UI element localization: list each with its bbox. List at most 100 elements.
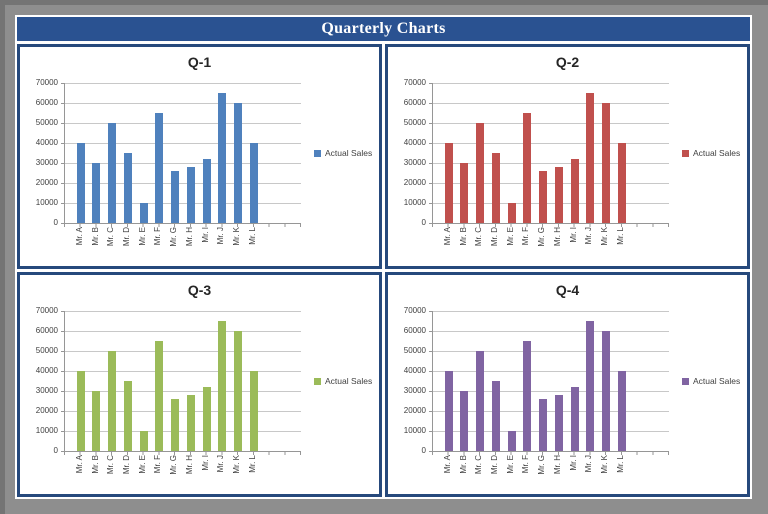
y-axis-label: 50000	[403, 346, 426, 355]
bar	[460, 391, 469, 451]
x-axis-label: Mr. L	[615, 227, 625, 245]
bar	[76, 143, 85, 223]
chart-title: Q-4	[555, 282, 580, 298]
plot-area	[432, 311, 669, 452]
y-axis-label: 20000	[35, 178, 58, 187]
x-axis-label: Mr. C	[474, 227, 484, 247]
x-axis-label: Mr. F	[153, 227, 163, 246]
bar	[523, 341, 532, 451]
y-axis-label: 50000	[35, 346, 58, 355]
x-axis-label: Mr. B	[458, 227, 468, 246]
x-axis-label: Mr. F	[521, 227, 531, 246]
plot-area	[64, 83, 301, 224]
bar	[155, 113, 164, 223]
bar	[186, 395, 195, 451]
plot-area	[64, 311, 301, 452]
chart-panel-q3[interactable]: Q-3 0 10000 20000 30000 40000 50000 60000 70000 M…	[17, 272, 382, 497]
bar	[617, 143, 626, 223]
y-axis-label: 60000	[35, 326, 58, 335]
bar	[491, 381, 500, 451]
y-axis-label: 10000	[403, 426, 426, 435]
bar	[507, 431, 516, 451]
x-axis-label: Mr. G	[537, 227, 547, 247]
x-axis-label: Mr. I	[568, 455, 578, 471]
y-axis-label: 0	[53, 218, 58, 227]
chart-panel-q2[interactable]: Q-2 0 10000 20000 30000 40000 50000 60000 70000 M…	[385, 44, 750, 269]
y-axis-label: 60000	[35, 98, 58, 107]
x-axis-ticks	[432, 452, 669, 455]
legend: Actual Sales	[682, 148, 740, 158]
x-axis-label: Mr. A	[442, 227, 452, 246]
bar	[476, 123, 485, 223]
y-axis-label: 60000	[403, 98, 426, 107]
y-axis-label: 30000	[35, 386, 58, 395]
bar	[539, 399, 548, 451]
x-axis-label: Mr. J	[216, 227, 226, 245]
y-axis-label: 50000	[35, 118, 58, 127]
bar	[554, 167, 563, 223]
x-axis-label: Mr. H	[552, 227, 562, 247]
x-axis-label: Mr. E	[137, 455, 147, 474]
legend: Actual Sales	[314, 148, 372, 158]
x-axis-label: Mr. H	[184, 227, 194, 247]
y-axis-ticks	[61, 311, 64, 452]
bar	[617, 371, 626, 451]
x-axis-label: Mr. G	[537, 455, 547, 475]
dashboard-title-bar: Quarterly Charts	[17, 17, 750, 41]
bar	[602, 331, 611, 451]
y-axis-label: 40000	[403, 366, 426, 375]
y-axis-label: 40000	[35, 138, 58, 147]
x-axis-label: Mr. B	[90, 455, 100, 474]
y-axis-label: 20000	[403, 178, 426, 187]
bar	[234, 103, 243, 223]
legend-swatch-icon	[682, 377, 689, 385]
y-axis-label: 0	[421, 218, 426, 227]
dashboard-frame: Quarterly Charts Q-1 0 10000 20000 30000 4000…	[15, 15, 752, 499]
bar	[123, 381, 132, 451]
bar	[202, 159, 211, 223]
x-axis-label: Mr. I	[200, 455, 210, 471]
y-axis-label: 20000	[35, 406, 58, 415]
x-axis-label: Mr. I	[200, 227, 210, 243]
x-axis-label: Mr. F	[153, 455, 163, 474]
y-axis-label: 60000	[403, 326, 426, 335]
y-axis-label: 30000	[35, 158, 58, 167]
bar	[602, 103, 611, 223]
y-axis-label: 10000	[35, 198, 58, 207]
x-axis-label: Mr. E	[505, 227, 515, 246]
bar	[108, 123, 117, 223]
legend-label: Actual Sales	[325, 376, 373, 386]
x-axis-label: Mr. E	[137, 227, 147, 246]
x-axis-label: Mr. L	[247, 227, 257, 245]
chart-panel-q1[interactable]: Q-1 0 10000 20000 30000 40000 50000 60000 70000 M…	[17, 44, 382, 269]
bar	[249, 143, 258, 223]
plot-area	[432, 83, 669, 224]
x-axis-label: Mr. A	[74, 227, 84, 246]
y-axis-label: 30000	[403, 386, 426, 395]
chart-panel-q4[interactable]: Q-4 0 10000 20000 30000 40000 50000 60000 70000 M…	[385, 272, 750, 497]
x-axis-label: Mr. G	[169, 455, 179, 475]
y-axis-label: 40000	[403, 138, 426, 147]
x-axis-label: Mr. K	[600, 455, 610, 474]
bar	[202, 387, 211, 451]
x-axis-label: Mr. H	[184, 455, 194, 475]
y-axis-ticks	[429, 311, 432, 452]
x-axis-label: Mr. D	[121, 227, 131, 247]
x-axis-label: Mr. D	[121, 455, 131, 475]
x-axis-label: Mr. B	[90, 227, 100, 246]
legend-label: Actual Sales	[325, 148, 373, 158]
y-axis-label: 0	[53, 446, 58, 455]
bar	[76, 371, 85, 451]
x-axis-label: Mr. D	[489, 455, 499, 475]
x-axis-label: Mr. K	[600, 227, 610, 246]
x-axis-label: Mr. I	[568, 227, 578, 243]
x-axis-label: Mr. B	[458, 455, 468, 474]
bar	[586, 321, 595, 451]
dashboard-title: Quarterly Charts	[321, 20, 446, 37]
x-axis-label: Mr. G	[169, 227, 179, 247]
bar	[108, 351, 117, 451]
bar	[155, 341, 164, 451]
y-axis-ticks	[429, 83, 432, 224]
x-axis-label: Mr. J	[584, 227, 594, 245]
chart-title: Q-1	[187, 54, 212, 70]
